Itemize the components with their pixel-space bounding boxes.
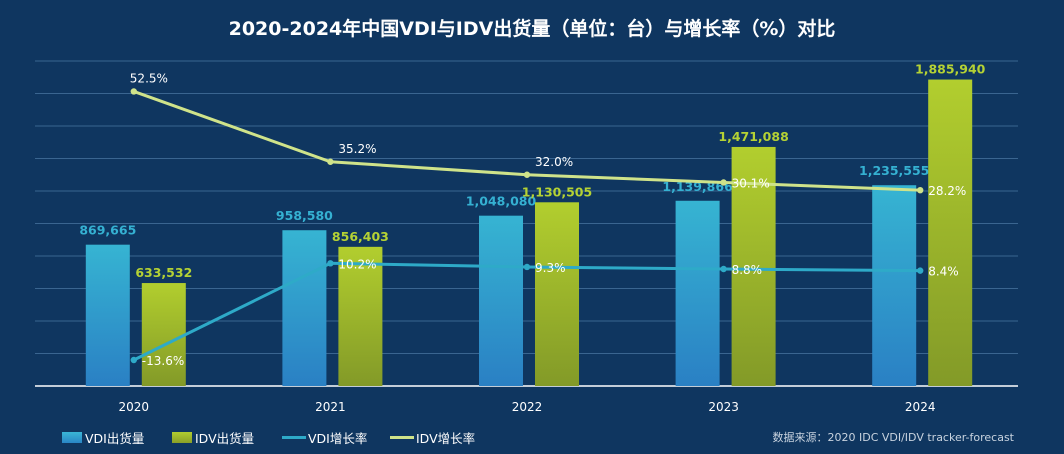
legend-idv-growth[interactable]: IDV增长率 xyxy=(390,428,475,447)
x-tick-label: 2022 xyxy=(512,400,543,414)
legend-line-swatch xyxy=(390,436,414,439)
line-point xyxy=(327,260,334,267)
bar-data-label: 869,665 xyxy=(79,223,136,238)
legend-vdi-growth[interactable]: VDI增长率 xyxy=(282,428,367,447)
line-data-label: 52.5% xyxy=(130,71,168,85)
vdi-bar xyxy=(85,244,130,386)
x-tick-label: 2023 xyxy=(708,400,739,414)
line-point xyxy=(523,171,531,178)
bar-data-label: 856,403 xyxy=(332,229,389,244)
legend-label: VDI增长率 xyxy=(308,431,368,446)
legend-label: IDV增长率 xyxy=(416,431,476,446)
legend-idv-shipments[interactable]: IDV出货量 xyxy=(172,428,254,447)
legend-label: VDI出货量 xyxy=(85,431,145,446)
chart-title: 2020-2024年中国VDI与IDV出货量（单位：台）与增长率（%）对比 xyxy=(228,18,836,40)
line-data-label: 30.1% xyxy=(732,176,770,190)
vdi-bar xyxy=(479,215,523,386)
line-point xyxy=(917,267,924,274)
line-point xyxy=(130,88,137,95)
line-data-label: 10.2% xyxy=(338,257,376,271)
line-data-label: 28.2% xyxy=(928,184,966,198)
idv-bar xyxy=(731,146,776,386)
bar-data-label: 1,048,080 xyxy=(466,194,537,209)
line-data-label: 8.4% xyxy=(928,265,959,279)
line-point xyxy=(327,158,334,165)
idv-bar xyxy=(338,246,383,386)
data-source: 数据来源：2020 IDC VDI/IDV tracker-forecast xyxy=(772,431,1014,444)
legend-label: IDV出货量 xyxy=(195,431,255,446)
bar-data-label: 1,130,505 xyxy=(522,184,592,199)
x-tick-label: 2021 xyxy=(315,400,346,414)
bar-data-label: 633,532 xyxy=(135,265,192,280)
legend-vdi-shipments[interactable]: VDI出货量 xyxy=(62,428,144,447)
line-point xyxy=(130,356,137,364)
idv-bar xyxy=(535,202,579,386)
line-data-label: 9.3% xyxy=(535,261,566,275)
vdi-bar xyxy=(675,200,720,386)
line-point xyxy=(720,179,727,186)
vdi-growth-line xyxy=(133,261,921,362)
idv-bar xyxy=(928,79,973,386)
vdi-bar xyxy=(872,185,917,386)
line-data-label: 35.2% xyxy=(338,142,376,156)
idv-bar xyxy=(141,283,186,386)
legend-line-swatch xyxy=(282,436,306,439)
vdi-bar xyxy=(282,230,327,386)
line-point xyxy=(720,265,727,273)
bar-data-label: 958,580 xyxy=(276,208,333,223)
line-point xyxy=(523,263,531,271)
x-tick-label: 2020 xyxy=(119,400,150,414)
x-tick-label: 2024 xyxy=(905,400,936,414)
line-point xyxy=(917,186,924,194)
line-data-label: 8.8% xyxy=(732,263,763,277)
line-data-label: 32.0% xyxy=(535,155,573,169)
legend-bar-swatch xyxy=(172,432,192,443)
bar-data-label: 1,885,940 xyxy=(915,62,986,77)
bar-data-label: 1,235,555 xyxy=(859,163,929,178)
bar-data-label: 1,471,088 xyxy=(718,129,788,144)
line-data-label: -13.6% xyxy=(142,354,184,368)
legend-bar-swatch xyxy=(62,432,82,443)
